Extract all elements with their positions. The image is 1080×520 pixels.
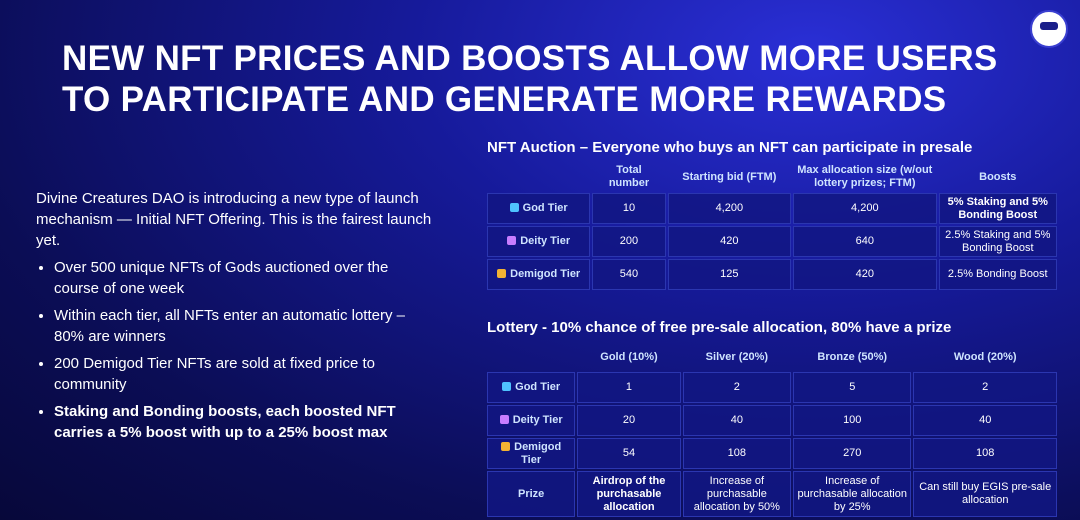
- cell: 5: [793, 372, 912, 403]
- logo: [1030, 10, 1068, 48]
- row-label: God Tier: [515, 381, 561, 393]
- row-label: Prize: [518, 487, 545, 500]
- cell: 1: [577, 372, 681, 403]
- tier-icon: [509, 203, 519, 212]
- table-row: Prize Airdrop of the purchasable allocati…: [487, 471, 1057, 517]
- bullet: Within each tier, all NFTs enter an auto…: [54, 305, 436, 347]
- column-header: Total number: [608, 164, 650, 189]
- tier-icon: [499, 415, 509, 424]
- cell: 270: [793, 438, 912, 469]
- row-label-cell: Demigod Tier: [487, 259, 591, 290]
- lottery-title: Lottery - 10% chance of free pre-sale al…: [487, 319, 952, 336]
- column-header: Silver (20%): [705, 351, 769, 363]
- row-label-cell: God Tier: [487, 193, 591, 224]
- column-header: Wood (20%): [953, 351, 1017, 363]
- cell: Increase of purchasable allocation by 25…: [793, 471, 912, 517]
- row-label-cell: Demigod Tier: [487, 438, 576, 469]
- auction-table: Total number Starting bid (FTM) Max alloca…: [485, 161, 1059, 292]
- cell: 2.5% Staking and 5% Bonding Boost: [938, 226, 1057, 257]
- cell: 20: [577, 405, 681, 436]
- table-row: God Tier 1 2 5 2: [487, 372, 1057, 403]
- title: NEW NFT PRICES AND BOOSTS ALLOW MORE USE…: [62, 39, 998, 119]
- cell: 125: [667, 259, 792, 290]
- cell: 4,200: [667, 193, 792, 224]
- tier-icon: [502, 382, 512, 391]
- row-label: God Tier: [522, 202, 568, 214]
- cell: 2: [913, 372, 1057, 403]
- cell: 40: [913, 405, 1057, 436]
- description: Divine Creatures DAO is introducing a ne…: [36, 188, 436, 449]
- cell: 2: [682, 372, 792, 403]
- lottery-table: Gold (10%) Silver (20%) Bronze (50%) Wood (…: [485, 343, 1059, 519]
- table-row: Demigod Tier 540 125 420 2.5% Bonding Boost: [487, 259, 1057, 290]
- row-label: Deity Tier: [520, 235, 571, 247]
- table-row: Deity Tier 20 40 100 40: [487, 405, 1057, 436]
- bullet: Staking and Bonding boosts, each boosted…: [54, 401, 436, 443]
- table-row: Deity Tier 200 420 640 2.5% Staking and 5% B…: [487, 226, 1057, 257]
- cell: 4,200: [793, 193, 937, 224]
- cell: Airdrop of the purchasable allocation: [577, 471, 681, 517]
- cell: 540: [592, 259, 666, 290]
- tier-icon: [507, 236, 517, 245]
- auction-title: NFT Auction – Everyone who buys an NFT c…: [487, 139, 973, 156]
- cell: 640: [793, 226, 937, 257]
- cell: 54: [577, 438, 681, 469]
- cell: 108: [682, 438, 792, 469]
- tier-icon: [497, 269, 507, 278]
- cell: 40: [682, 405, 792, 436]
- header-row: Total number Starting bid (FTM) Max alloca…: [487, 163, 1057, 191]
- cell: 420: [793, 259, 937, 290]
- row-label: Demigod Tier: [510, 268, 581, 280]
- column-header: Gold (10%): [600, 351, 658, 363]
- cell: 420: [667, 226, 792, 257]
- corner-cell: [487, 163, 590, 191]
- cell: 10: [592, 193, 666, 224]
- cell: 108: [913, 438, 1057, 469]
- bullet-list: Over 500 unique NFTs of Gods auctioned o…: [36, 257, 436, 443]
- column-header: Starting bid (FTM): [682, 170, 777, 183]
- header-row: Gold (10%) Silver (20%) Bronze (50%) Wood (…: [487, 345, 1057, 370]
- cell: 5% Staking and 5% Bonding Boost: [938, 193, 1057, 224]
- intro: Divine Creatures DAO is introducing a ne…: [36, 190, 432, 249]
- cell: 100: [793, 405, 912, 436]
- corner-cell: [487, 345, 575, 370]
- column-header: Boosts: [979, 170, 1017, 183]
- row-label-cell: Deity Tier: [487, 226, 591, 257]
- row-label: Deity Tier: [512, 414, 563, 426]
- row-label-cell: Deity Tier: [487, 405, 576, 436]
- cell: Increase of purchasable allocation by 50…: [682, 471, 792, 517]
- cell: 2.5% Bonding Boost: [938, 259, 1057, 290]
- column-header: Max allocation size (w/out lottery prize…: [797, 164, 933, 189]
- bullet: Over 500 unique NFTs of Gods auctioned o…: [54, 257, 436, 299]
- row-label: Demigod Tier: [514, 440, 562, 466]
- column-header: Bronze (50%): [817, 351, 888, 363]
- table-row: God Tier 10 4,200 4,200 5% Staking and 5% Bo…: [487, 193, 1057, 224]
- cell: 200: [592, 226, 666, 257]
- row-label-cell: Prize: [487, 471, 576, 517]
- table-row: Demigod Tier 54 108 270 108: [487, 438, 1057, 469]
- tier-icon: [501, 441, 511, 451]
- bullet: 200 Demigod Tier NFTs are sold at fixed …: [54, 353, 436, 395]
- row-label-cell: God Tier: [487, 372, 576, 403]
- cell: Can still buy EGIS pre-sale allocation: [913, 471, 1057, 517]
